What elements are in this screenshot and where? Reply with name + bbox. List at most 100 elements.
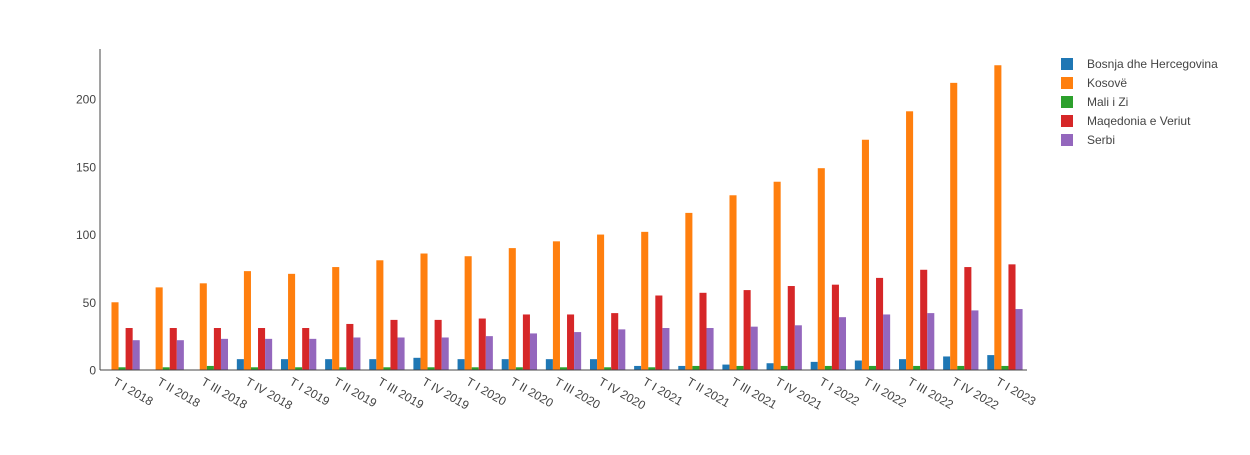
bar-0-13[interactable]: [678, 365, 686, 370]
bar-2-9[interactable]: [515, 367, 523, 370]
bar-4-4[interactable]: [309, 338, 317, 370]
bar-4-12[interactable]: [662, 328, 670, 370]
bar-2-11[interactable]: [604, 367, 612, 370]
bar-1-5[interactable]: [332, 267, 340, 370]
bar-0-18[interactable]: [898, 359, 907, 370]
bar-1-11[interactable]: [597, 234, 605, 370]
bar-1-18[interactable]: [906, 111, 914, 371]
bar-3-20[interactable]: [1008, 264, 1016, 370]
bar-1-4[interactable]: [288, 273, 296, 370]
bar-1-10[interactable]: [552, 241, 560, 370]
bar-3-2[interactable]: [213, 328, 221, 370]
bar-2-16[interactable]: [824, 365, 832, 370]
bar-1-2[interactable]: [199, 283, 207, 370]
bar-0-12[interactable]: [634, 365, 642, 370]
bar-3-19[interactable]: [964, 267, 972, 370]
bar-0-14[interactable]: [722, 364, 730, 370]
bar-3-10[interactable]: [567, 314, 575, 370]
bar-3-14[interactable]: [743, 290, 751, 370]
bar-4-2[interactable]: [220, 338, 229, 370]
legend[interactable]: Bosnja dhe Hercegovina Kosovë Mali i Zi Maq…: [1061, 57, 1218, 147]
bar-0-8[interactable]: [457, 359, 465, 370]
bar-2-5[interactable]: [339, 367, 347, 370]
bar-3-5[interactable]: [346, 323, 354, 370]
bar-0-16[interactable]: [810, 361, 818, 370]
bar-1-8[interactable]: [464, 256, 472, 370]
bar-1-13[interactable]: [685, 212, 693, 370]
bar-4-17[interactable]: [883, 314, 891, 370]
bar-4-7[interactable]: [441, 337, 449, 370]
bar-2-20[interactable]: [1001, 365, 1009, 370]
bar-3-15[interactable]: [787, 286, 795, 370]
bar-4-9[interactable]: [529, 333, 538, 370]
bar-2-17[interactable]: [868, 365, 877, 370]
bar-1-15[interactable]: [773, 181, 781, 370]
bar-1-0[interactable]: [111, 302, 119, 370]
bar-2-0[interactable]: [118, 367, 126, 370]
bar-3-12[interactable]: [655, 295, 663, 370]
bar-3-3[interactable]: [258, 328, 266, 370]
bar-3-13[interactable]: [699, 292, 707, 370]
bar-0-6[interactable]: [369, 359, 377, 370]
bar-4-3[interactable]: [265, 338, 273, 370]
bar-1-6[interactable]: [376, 260, 384, 370]
bar-1-1[interactable]: [155, 287, 163, 370]
bar-0-17[interactable]: [854, 360, 862, 370]
bar-2-18[interactable]: [913, 365, 921, 370]
bar-4-11[interactable]: [618, 329, 626, 370]
bar-0-19[interactable]: [943, 356, 951, 370]
bar-2-12[interactable]: [648, 367, 656, 370]
bar-0-7[interactable]: [413, 357, 421, 370]
bar-3-16[interactable]: [831, 284, 839, 370]
bar-3-9[interactable]: [522, 314, 530, 370]
bar-1-3[interactable]: [243, 271, 251, 370]
bar-3-8[interactable]: [478, 318, 486, 370]
bar-1-16[interactable]: [817, 168, 825, 370]
legend-item[interactable]: Kosovë: [1061, 76, 1127, 90]
bar-0-3[interactable]: [236, 359, 244, 370]
bar-3-1[interactable]: [169, 328, 177, 370]
bar-2-4[interactable]: [295, 367, 303, 370]
bar-1-17[interactable]: [861, 139, 869, 370]
bar-0-10[interactable]: [545, 359, 553, 370]
bar-0-9[interactable]: [501, 359, 509, 370]
bar-3-6[interactable]: [390, 319, 398, 370]
bar-2-10[interactable]: [559, 367, 568, 370]
bar-4-16[interactable]: [838, 317, 847, 370]
bar-2-15[interactable]: [780, 365, 788, 370]
bar-0-5[interactable]: [325, 359, 333, 370]
bar-2-14[interactable]: [736, 365, 744, 370]
legend-item[interactable]: Mali i Zi: [1061, 95, 1128, 109]
bar-1-14[interactable]: [729, 195, 737, 370]
bar-3-0[interactable]: [125, 328, 133, 370]
bar-2-6[interactable]: [383, 367, 391, 370]
bar-4-20[interactable]: [1015, 309, 1023, 370]
bar-1-7[interactable]: [420, 253, 428, 370]
bar-2-7[interactable]: [427, 367, 435, 370]
bar-2-8[interactable]: [471, 367, 479, 370]
bar-4-14[interactable]: [750, 326, 758, 370]
bar-1-19[interactable]: [950, 82, 958, 371]
bar-0-15[interactable]: [766, 363, 774, 370]
bar-3-17[interactable]: [876, 277, 884, 370]
legend-item[interactable]: Maqedonia e Veriut: [1061, 114, 1191, 128]
bar-3-7[interactable]: [434, 319, 442, 370]
bar-0-11[interactable]: [589, 359, 598, 370]
bar-4-0[interactable]: [132, 340, 140, 370]
bar-4-13[interactable]: [706, 328, 714, 370]
bar-0-4[interactable]: [280, 359, 289, 370]
bar-4-10[interactable]: [574, 332, 582, 370]
bar-4-15[interactable]: [794, 325, 802, 370]
bar-4-1[interactable]: [176, 340, 184, 370]
bar-3-4[interactable]: [302, 328, 310, 370]
bar-4-6[interactable]: [397, 337, 405, 370]
bar-4-18[interactable]: [927, 313, 935, 370]
bar-1-20[interactable]: [994, 65, 1002, 370]
bar-2-13[interactable]: [692, 365, 700, 370]
bar-4-8[interactable]: [485, 336, 493, 370]
bar-2-19[interactable]: [957, 365, 965, 370]
bar-1-9[interactable]: [508, 248, 516, 370]
bar-1-12[interactable]: [641, 231, 649, 370]
bar-4-5[interactable]: [353, 337, 361, 370]
legend-item[interactable]: Serbi: [1061, 133, 1115, 147]
